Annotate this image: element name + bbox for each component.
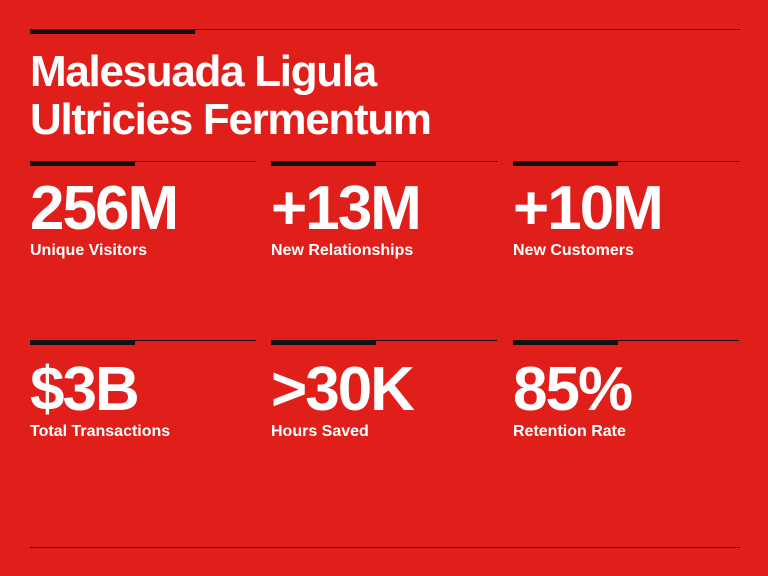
slide-title-line-1: Malesuada Ligula: [30, 47, 377, 96]
stat-rule: [513, 340, 739, 341]
stat-rule: [271, 340, 497, 341]
stat-total-transactions: $3B Total Transactions: [30, 359, 256, 441]
stat-rule: [30, 340, 256, 341]
stat-retention-rate: 85% Retention Rate: [513, 359, 739, 441]
stat-rule: [271, 161, 497, 162]
stat-label: Hours Saved: [271, 423, 369, 440]
stat-unique-visitors: 256M Unique Visitors: [30, 178, 256, 260]
stat-value: 256M: [30, 174, 179, 243]
slide-title-line-2: Ultricies Fermentum: [30, 95, 432, 144]
stat-new-relationships: +13M New Relationships: [271, 178, 497, 260]
stat-rule-accent: [30, 340, 135, 345]
stat-hours-saved: >30K Hours Saved: [271, 359, 497, 441]
stat-label: Unique Visitors: [30, 242, 148, 259]
top-rule-accent: [30, 29, 195, 34]
bottom-rule: [30, 547, 740, 548]
stat-label: Retention Rate: [513, 423, 626, 440]
stat-rule: [30, 161, 256, 162]
stat-rule-accent: [271, 340, 376, 345]
stat-value: +13M: [271, 174, 422, 243]
stat-value: >30K: [271, 355, 415, 424]
stat-new-customers: +10M New Customers: [513, 178, 739, 260]
stat-rule-accent: [513, 161, 618, 166]
stat-rule-accent: [513, 340, 618, 345]
stat-value: +10M: [513, 174, 664, 243]
stat-value: $3B: [30, 355, 140, 424]
slide-title: Malesuada Ligula Ultricies Fermentum: [30, 48, 730, 144]
stat-value: 85%: [513, 355, 633, 424]
stat-label: New Relationships: [271, 242, 414, 259]
stat-rule-accent: [271, 161, 376, 166]
stat-rule-accent: [30, 161, 135, 166]
top-rule: [30, 29, 740, 30]
stat-label: New Customers: [513, 242, 634, 259]
stat-rule: [513, 161, 739, 162]
stat-label: Total Transactions: [30, 423, 171, 440]
